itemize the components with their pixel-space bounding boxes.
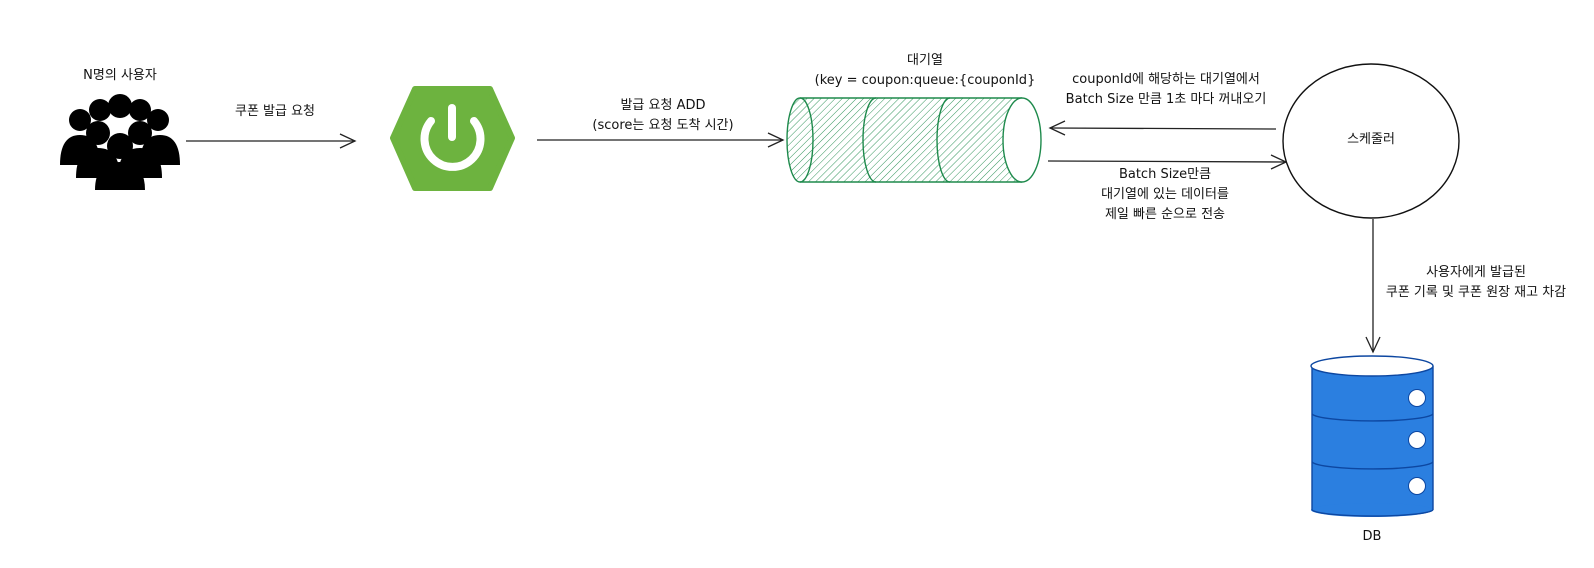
queue-label-line2: (key = coupon:queue:{couponId} [814, 73, 1036, 88]
arrow-scheduler-to-db [1365, 219, 1381, 354]
fetch-label-line1: couponId에 해당하는 대기열에서 [1072, 72, 1260, 87]
edge-scheduler-queue-label: couponId에 해당하는 대기열에서 Batch Size 만큼 1초 마다… [1066, 70, 1267, 110]
scheduler-label-text: 스케줄러 [1347, 132, 1395, 147]
request-label-text: 쿠폰 발급 요청 [234, 104, 316, 119]
db-label: DB [1363, 527, 1382, 547]
spring-power-icon [390, 86, 515, 191]
users-group-icon [60, 94, 180, 190]
edge-queue-scheduler-label: Batch Size만큼 대기열에 있는 데이터를 제일 빠른 순으로 전송 [1101, 165, 1229, 225]
scheduler-node [1282, 63, 1460, 219]
arrow-scheduler-to-queue [1048, 120, 1277, 136]
edge-scheduler-db-label: 사용자에게 발급된 쿠폰 기록 및 쿠폰 원장 재고 차감 [1386, 263, 1566, 303]
edge-server-queue-label: 발급 요청 ADD (score는 요청 도착 시간) [592, 96, 733, 136]
users-label-text: N명의 사용자 [83, 68, 157, 83]
edge-users-server-label: 쿠폰 발급 요청 [235, 102, 315, 122]
add-label-line1: 발급 요청 ADD [620, 98, 706, 113]
queue-label: 대기열 (key = coupon:queue:{couponId} [815, 51, 1036, 91]
queue-cylinder-icon [786, 97, 1042, 183]
db-label-text: DB [1362, 529, 1382, 544]
scheduler-label: 스케줄러 [1347, 130, 1395, 150]
database-icon [1310, 355, 1434, 517]
arrow-users-to-server [186, 133, 357, 149]
send-label-line2: 대기열에 있는 데이터를 [1101, 187, 1229, 202]
db-write-label-line2: 쿠폰 기록 및 쿠폰 원장 재고 차감 [1385, 285, 1567, 300]
queue-label-line1: 대기열 [907, 53, 943, 68]
send-label-line1: Batch Size만큼 [1118, 167, 1212, 182]
send-label-line3: 제일 빠른 순으로 전송 [1104, 207, 1226, 222]
add-label-line2: (score는 요청 도착 시간) [592, 118, 734, 133]
arrow-server-to-queue [537, 132, 785, 148]
fetch-label-line2: Batch Size 만큼 1초 마다 꺼내오기 [1065, 92, 1267, 107]
db-write-label-line1: 사용자에게 발급된 [1426, 265, 1526, 280]
users-label: N명의 사용자 [83, 66, 157, 86]
